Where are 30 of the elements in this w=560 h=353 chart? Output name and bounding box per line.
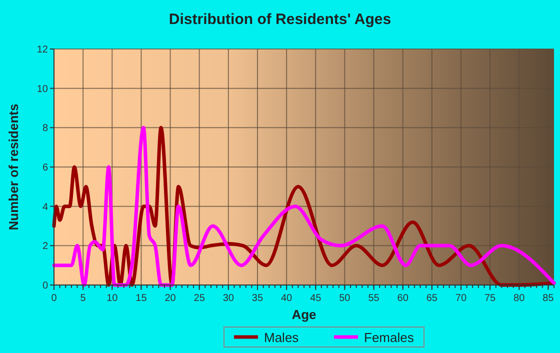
x-tick-label: 40 <box>280 293 293 304</box>
x-tick-label: 75 <box>484 293 496 304</box>
x-tick-label: 5 <box>80 293 86 304</box>
legend-label: Females <box>364 330 414 345</box>
y-tick-label: 6 <box>42 162 48 174</box>
y-tick-label: 10 <box>36 84 48 95</box>
x-tick-label: 15 <box>136 293 148 304</box>
x-tick-label: 35 <box>252 293 264 304</box>
x-tick-label: 85 <box>542 293 554 304</box>
y-tick-label: 8 <box>42 123 48 134</box>
y-tick-label: 2 <box>42 241 48 252</box>
x-axis-title: Age <box>292 307 316 322</box>
legend-label: Males <box>264 330 300 345</box>
y-tick-label: 0 <box>42 280 48 292</box>
x-tick-label: 55 <box>368 293 380 304</box>
x-tick-label: 30 <box>222 293 234 304</box>
x-tick-label: 65 <box>426 293 438 304</box>
x-tick-label: 0 <box>51 293 58 304</box>
x-tick-label: 50 <box>339 293 351 304</box>
x-tick-label: 80 <box>514 293 526 304</box>
x-tick-label: 20 <box>164 293 176 304</box>
x-tick-label: 45 <box>310 293 322 304</box>
x-tick-label: 60 <box>397 293 409 304</box>
y-axis-title: Number of residents <box>6 104 21 230</box>
chart-title: Distribution of Residents' Ages <box>168 11 392 28</box>
y-tick-label: 4 <box>42 202 48 213</box>
x-tick-label: 25 <box>194 293 206 304</box>
y-tick-label: 12 <box>36 44 48 56</box>
x-tick-label: 70 <box>455 293 467 304</box>
x-tick-label: 10 <box>106 293 118 304</box>
